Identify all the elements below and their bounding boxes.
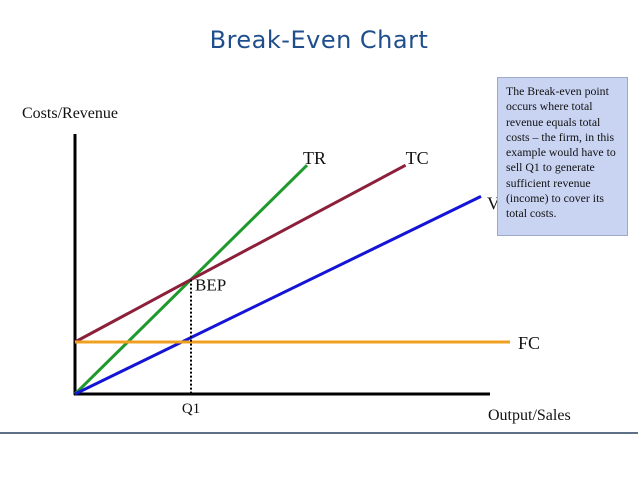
explanation-note: The Break-even point occurs where total …: [497, 77, 628, 236]
series-line-vc: [74, 195, 482, 396]
x-axis-label: Output/Sales: [488, 407, 571, 424]
series-label-tr: TR: [303, 148, 326, 168]
series-label-fc: FC: [518, 333, 540, 353]
footer-divider: [0, 432, 638, 434]
x-marker-label: Q1: [182, 401, 200, 417]
series-label-tc: TC: [406, 148, 429, 168]
series-line-tc: [74, 163, 407, 344]
chart-title: Break-Even Chart: [209, 26, 429, 54]
y-axis-label: Costs/Revenue: [22, 105, 118, 122]
break-even-label: BEP: [195, 276, 226, 295]
